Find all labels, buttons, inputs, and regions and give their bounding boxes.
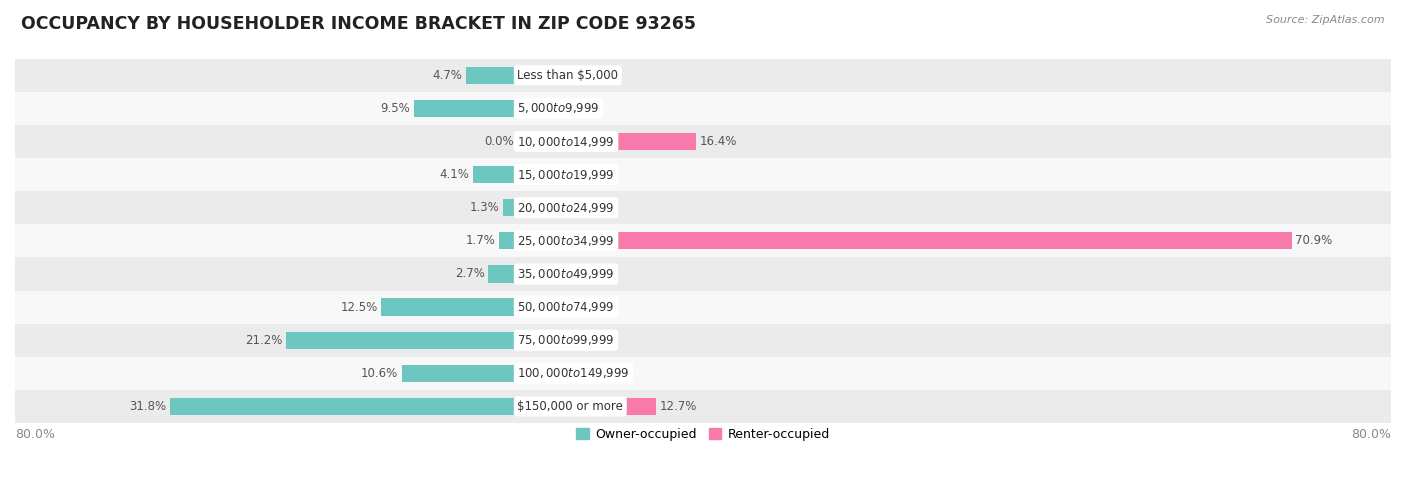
Text: $15,000 to $19,999: $15,000 to $19,999 — [517, 168, 614, 182]
Bar — [15, 191, 1391, 225]
Text: $20,000 to $24,999: $20,000 to $24,999 — [517, 201, 614, 215]
Text: 4.7%: 4.7% — [433, 69, 463, 82]
Text: $150,000 or more: $150,000 or more — [517, 400, 623, 413]
Text: 0.0%: 0.0% — [520, 367, 550, 380]
Text: 10.6%: 10.6% — [361, 367, 398, 380]
Text: 4.1%: 4.1% — [440, 168, 470, 181]
Text: 0.0%: 0.0% — [520, 267, 550, 280]
Bar — [517, 133, 696, 150]
Bar — [503, 199, 517, 216]
Text: 80.0%: 80.0% — [15, 428, 55, 441]
Text: 2.7%: 2.7% — [454, 267, 485, 280]
Text: 70.9%: 70.9% — [1295, 234, 1331, 247]
Text: $25,000 to $34,999: $25,000 to $34,999 — [517, 234, 614, 248]
Bar — [15, 357, 1391, 390]
Bar — [15, 59, 1391, 92]
Text: Source: ZipAtlas.com: Source: ZipAtlas.com — [1267, 15, 1385, 25]
Text: 0.0%: 0.0% — [520, 334, 550, 347]
Bar — [15, 158, 1391, 191]
Text: OCCUPANCY BY HOUSEHOLDER INCOME BRACKET IN ZIP CODE 93265: OCCUPANCY BY HOUSEHOLDER INCOME BRACKET … — [21, 15, 696, 33]
Text: Less than $5,000: Less than $5,000 — [517, 69, 619, 82]
Bar — [15, 258, 1391, 291]
Bar — [170, 398, 517, 415]
Text: 31.8%: 31.8% — [129, 400, 167, 413]
Text: 0.0%: 0.0% — [520, 102, 550, 115]
Bar — [15, 225, 1391, 258]
Bar — [15, 125, 1391, 158]
Text: $35,000 to $49,999: $35,000 to $49,999 — [517, 267, 614, 281]
Text: 12.5%: 12.5% — [340, 301, 378, 313]
Bar — [285, 331, 517, 349]
Text: 9.5%: 9.5% — [381, 102, 411, 115]
Text: $100,000 to $149,999: $100,000 to $149,999 — [517, 366, 630, 381]
Text: 0.0%: 0.0% — [520, 69, 550, 82]
Text: 1.7%: 1.7% — [465, 234, 495, 247]
Bar — [15, 291, 1391, 324]
Bar — [15, 92, 1391, 125]
Bar — [15, 324, 1391, 357]
Bar — [402, 364, 517, 382]
Text: 1.3%: 1.3% — [470, 201, 501, 214]
Text: 21.2%: 21.2% — [245, 334, 283, 347]
Bar — [465, 67, 517, 84]
Text: 0.0%: 0.0% — [485, 135, 515, 148]
Text: 0.0%: 0.0% — [520, 168, 550, 181]
Text: 0.0%: 0.0% — [520, 301, 550, 313]
Bar — [15, 390, 1391, 423]
Text: 12.7%: 12.7% — [659, 400, 697, 413]
Bar — [517, 232, 1292, 249]
Legend: Owner-occupied, Renter-occupied: Owner-occupied, Renter-occupied — [571, 423, 835, 446]
Bar — [499, 232, 517, 249]
Bar — [517, 398, 657, 415]
Text: $10,000 to $14,999: $10,000 to $14,999 — [517, 135, 614, 149]
Text: $5,000 to $9,999: $5,000 to $9,999 — [517, 102, 600, 115]
Bar — [413, 100, 517, 117]
Text: $50,000 to $74,999: $50,000 to $74,999 — [517, 300, 614, 314]
Text: 0.0%: 0.0% — [520, 201, 550, 214]
Text: 16.4%: 16.4% — [700, 135, 737, 148]
Bar — [472, 166, 517, 183]
Bar — [381, 298, 517, 316]
Text: $75,000 to $99,999: $75,000 to $99,999 — [517, 333, 614, 347]
Text: 80.0%: 80.0% — [1351, 428, 1391, 441]
Bar — [488, 265, 517, 282]
